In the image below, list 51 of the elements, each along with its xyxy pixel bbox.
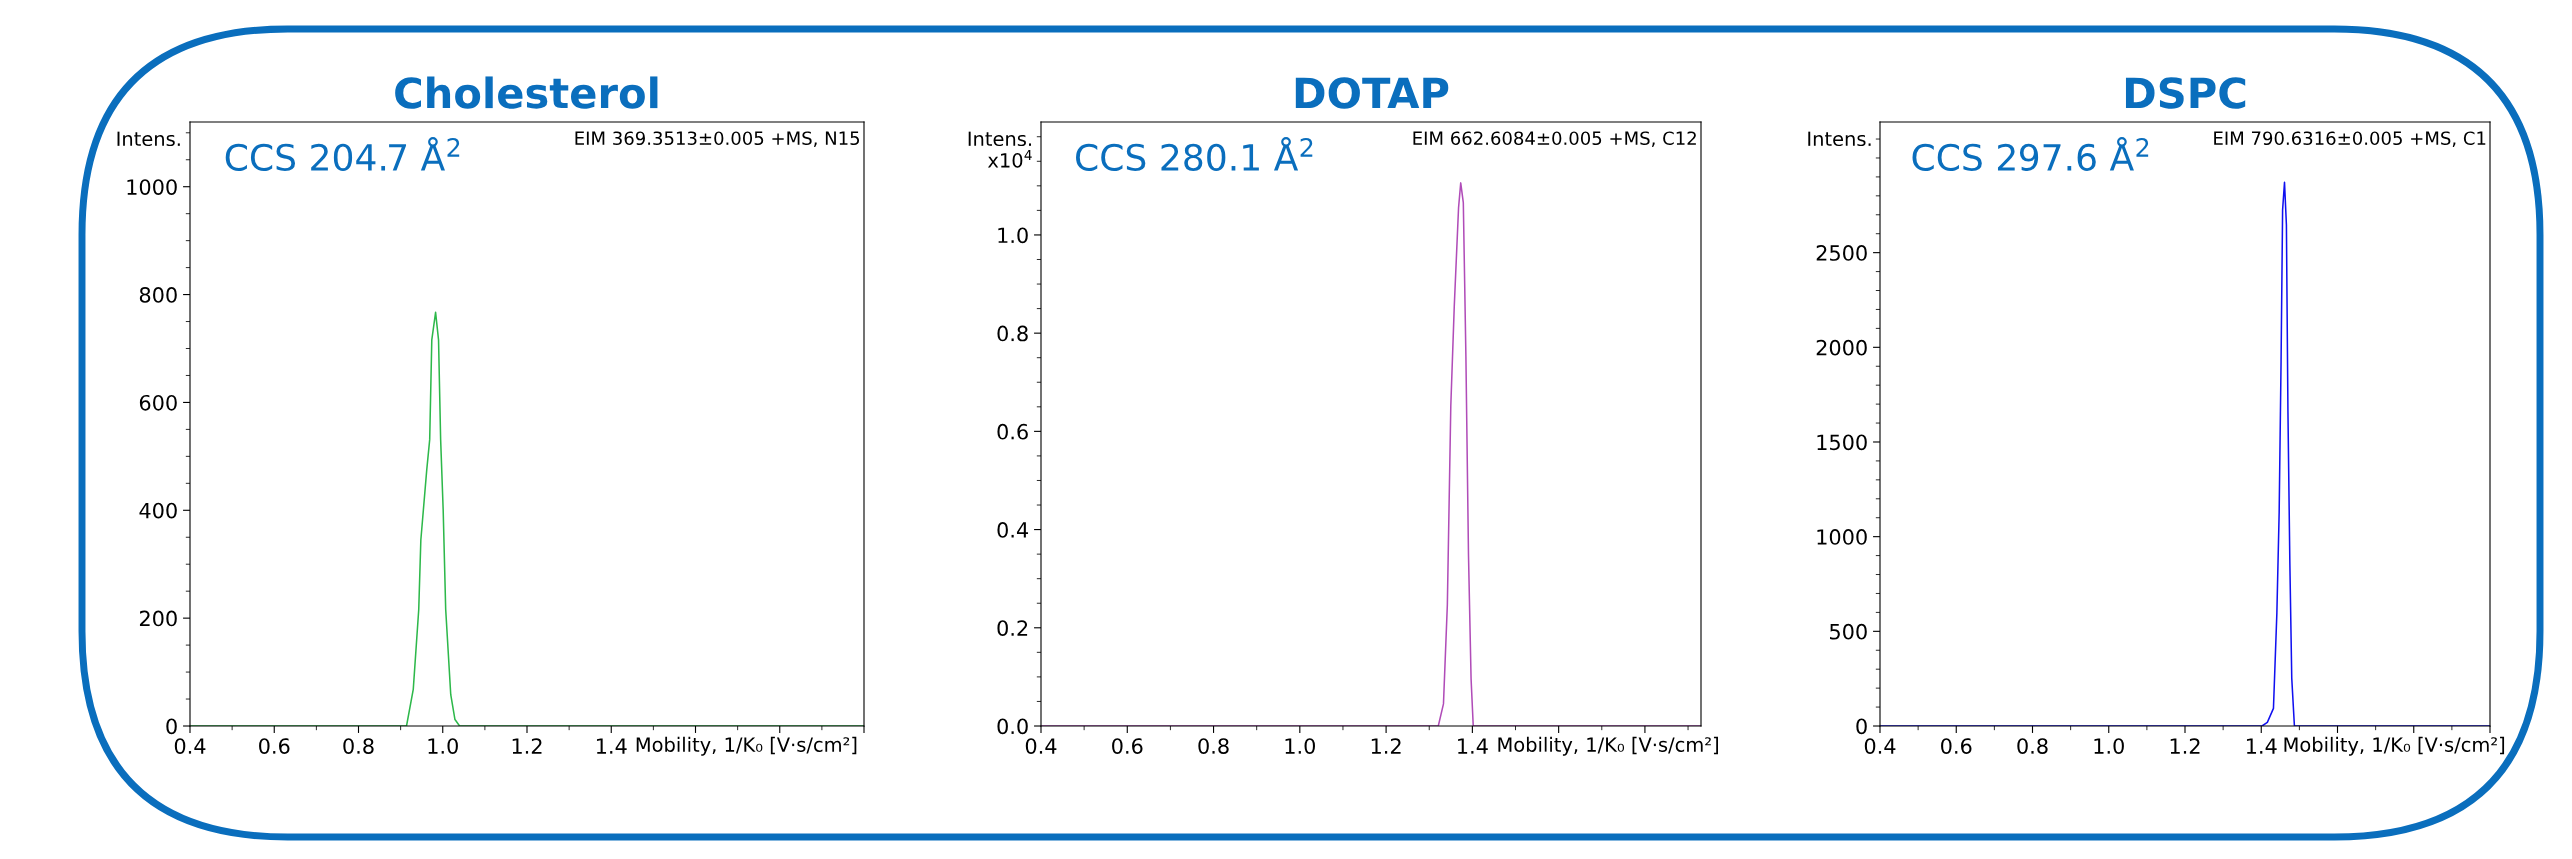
annotation: CCS 204.7 Å$^{2}$: [225, 137, 460, 172]
x-tick-label: 0.6: [1112, 738, 1143, 754]
y-tick-label: 0.0: [997, 718, 1028, 735]
y-tick-label: 1000: [1817, 529, 1867, 545]
x-tick-label: 0.4: [1864, 738, 1896, 754]
x-tick-label: 0.6: [259, 738, 290, 754]
x-tick-label: 0.6: [1941, 738, 1972, 754]
x-axis-title: Mobility, 1/K₀ [V·s/cm²]: [2284, 736, 2505, 756]
annotation: EIM 662.6084±0.005 +MS, C12: [1413, 131, 1696, 147]
annotation: EIM 790.6316±0.005 +MS, C1: [2214, 131, 2486, 147]
y-tick-label: 0.4: [997, 522, 1029, 538]
x-tick-label: 1.4: [1458, 738, 1488, 754]
annotation: EIM 369.3513±0.005 +MS, N15: [575, 131, 860, 147]
y-tick-label: 0.8: [997, 325, 1028, 342]
x-tick-label: 1.2: [2170, 738, 2200, 754]
x-tick-label: 1.2: [512, 738, 542, 754]
chart-title: Cholesterol: [395, 76, 658, 109]
x-tick-label: 0.4: [1025, 738, 1057, 754]
y-tick-label: 800: [139, 287, 177, 303]
y-tick-label: 2000: [1816, 339, 1867, 356]
x-axis-title: Mobility, 1/K₀ [V·s/cm²]: [636, 736, 857, 756]
x-tick-label: 1.0: [1285, 738, 1316, 754]
y-tick-label: 1500: [1817, 434, 1867, 451]
y-axis-title: Intens. x10$^{4}$: [968, 131, 1032, 168]
chart-title: DOTAP: [1295, 77, 1449, 109]
annotation: CCS 280.1 Å$^{2}$: [1076, 137, 1313, 172]
x-tick-label: 0.4: [174, 738, 206, 754]
y-axis-title: Intens.: [117, 131, 180, 147]
chart-title: DSPC: [2125, 77, 2246, 109]
y-tick-label: 1.0: [998, 227, 1028, 244]
x-tick-label: 1.0: [2094, 738, 2124, 754]
y-tick-label: 400: [139, 502, 177, 519]
y-tick-label: 0: [1856, 718, 1867, 735]
y-tick-label: 1000: [127, 179, 177, 195]
y-tick-label: 0.6: [997, 423, 1028, 440]
y-axis-title: Intens.: [1808, 131, 1871, 147]
x-tick-label: 0.8: [2017, 738, 2048, 754]
y-tick-label: 500: [1830, 623, 1867, 640]
x-tick-label: 1.4: [2246, 738, 2277, 754]
y-tick-label: 0: [166, 718, 177, 735]
x-tick-label: 1.2: [1371, 738, 1401, 754]
y-tick-label: 200: [139, 610, 177, 627]
x-tick-label: 1.4: [596, 738, 627, 754]
x-tick-label: 1.0: [428, 738, 458, 754]
annotation: CCS 297.6 Å$^{2}$: [1912, 137, 2149, 172]
y-tick-label: 600: [139, 394, 177, 411]
y-tick-label: 0.2: [997, 620, 1028, 636]
x-tick-label: 0.8: [343, 738, 374, 754]
x-tick-label: 0.8: [1198, 738, 1229, 754]
x-axis-title: Mobility, 1/K₀ [V·s/cm²]: [1498, 736, 1718, 756]
y-tick-label: 2500: [1816, 245, 1867, 261]
